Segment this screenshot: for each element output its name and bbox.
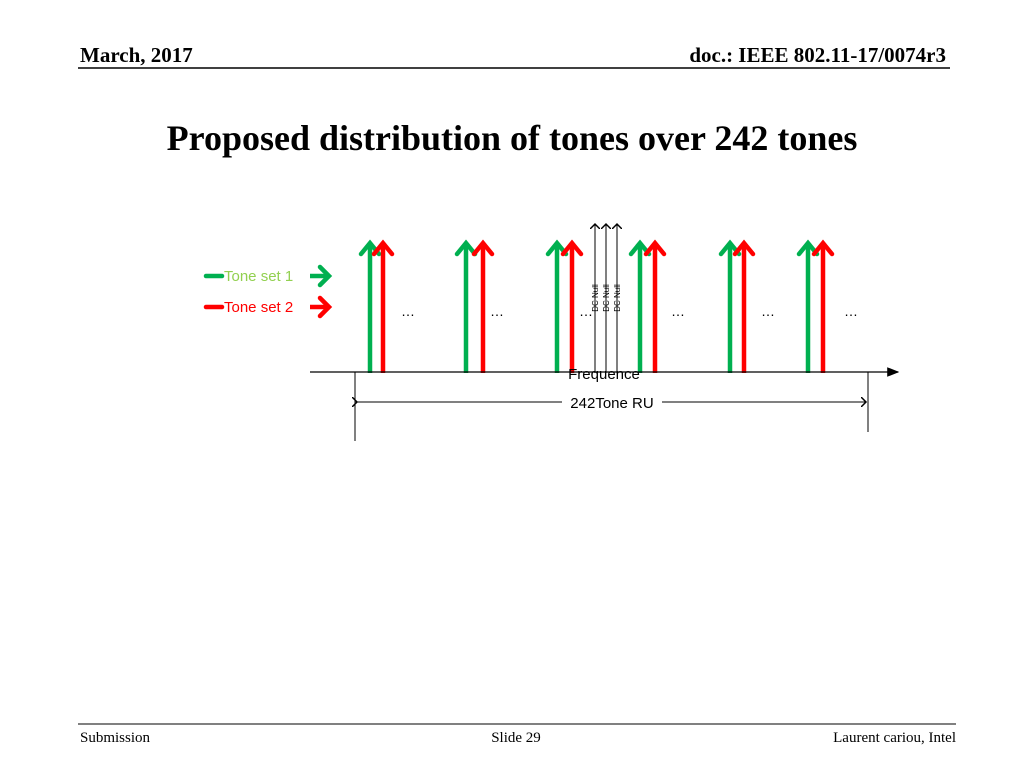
legend-label: Tone set 2	[224, 299, 293, 316]
legend-arrow-head	[317, 295, 333, 319]
footer-left: Submission	[80, 730, 151, 746]
header-doc: doc.: IEEE 802.11-17/0074r3	[689, 43, 946, 67]
arrow-head	[545, 239, 569, 257]
diagram: DC Null DC Null DC Null…………… …Frequence242T…	[203, 224, 900, 441]
header-date: March, 2017	[80, 43, 193, 67]
slide-title: Proposed distribution of tones over 242 …	[167, 118, 858, 158]
ellipsis: …	[490, 303, 504, 319]
dc-null-label: DC Null	[613, 284, 622, 312]
ellipsis: …	[761, 303, 775, 319]
arrow-head	[811, 239, 835, 257]
footer-center: Slide 29	[491, 730, 541, 746]
arrow-head	[560, 239, 584, 257]
arrow-head	[796, 239, 820, 257]
arrow-head	[732, 239, 756, 257]
span-label-bg	[562, 394, 662, 411]
legend-label: Tone set 1	[224, 268, 293, 285]
arrow-head	[628, 239, 652, 257]
ellipsis: …	[671, 303, 685, 319]
axis-label: Frequence	[568, 366, 640, 383]
dc-null-label: DC Null	[602, 284, 611, 312]
ellipsis: …	[401, 303, 415, 319]
arrow-head	[643, 239, 667, 257]
footer-right: Laurent cariou, Intel	[833, 730, 956, 746]
arrow-head	[454, 239, 478, 257]
span-label: 242Tone RU	[570, 395, 653, 412]
legend-arrow-head	[317, 264, 333, 288]
ellipsis: …	[844, 303, 858, 319]
arrow-head	[471, 239, 495, 257]
dc-null-label: DC Null	[591, 284, 600, 312]
ellipsis: …	[579, 303, 593, 319]
arrow-head	[371, 239, 395, 257]
